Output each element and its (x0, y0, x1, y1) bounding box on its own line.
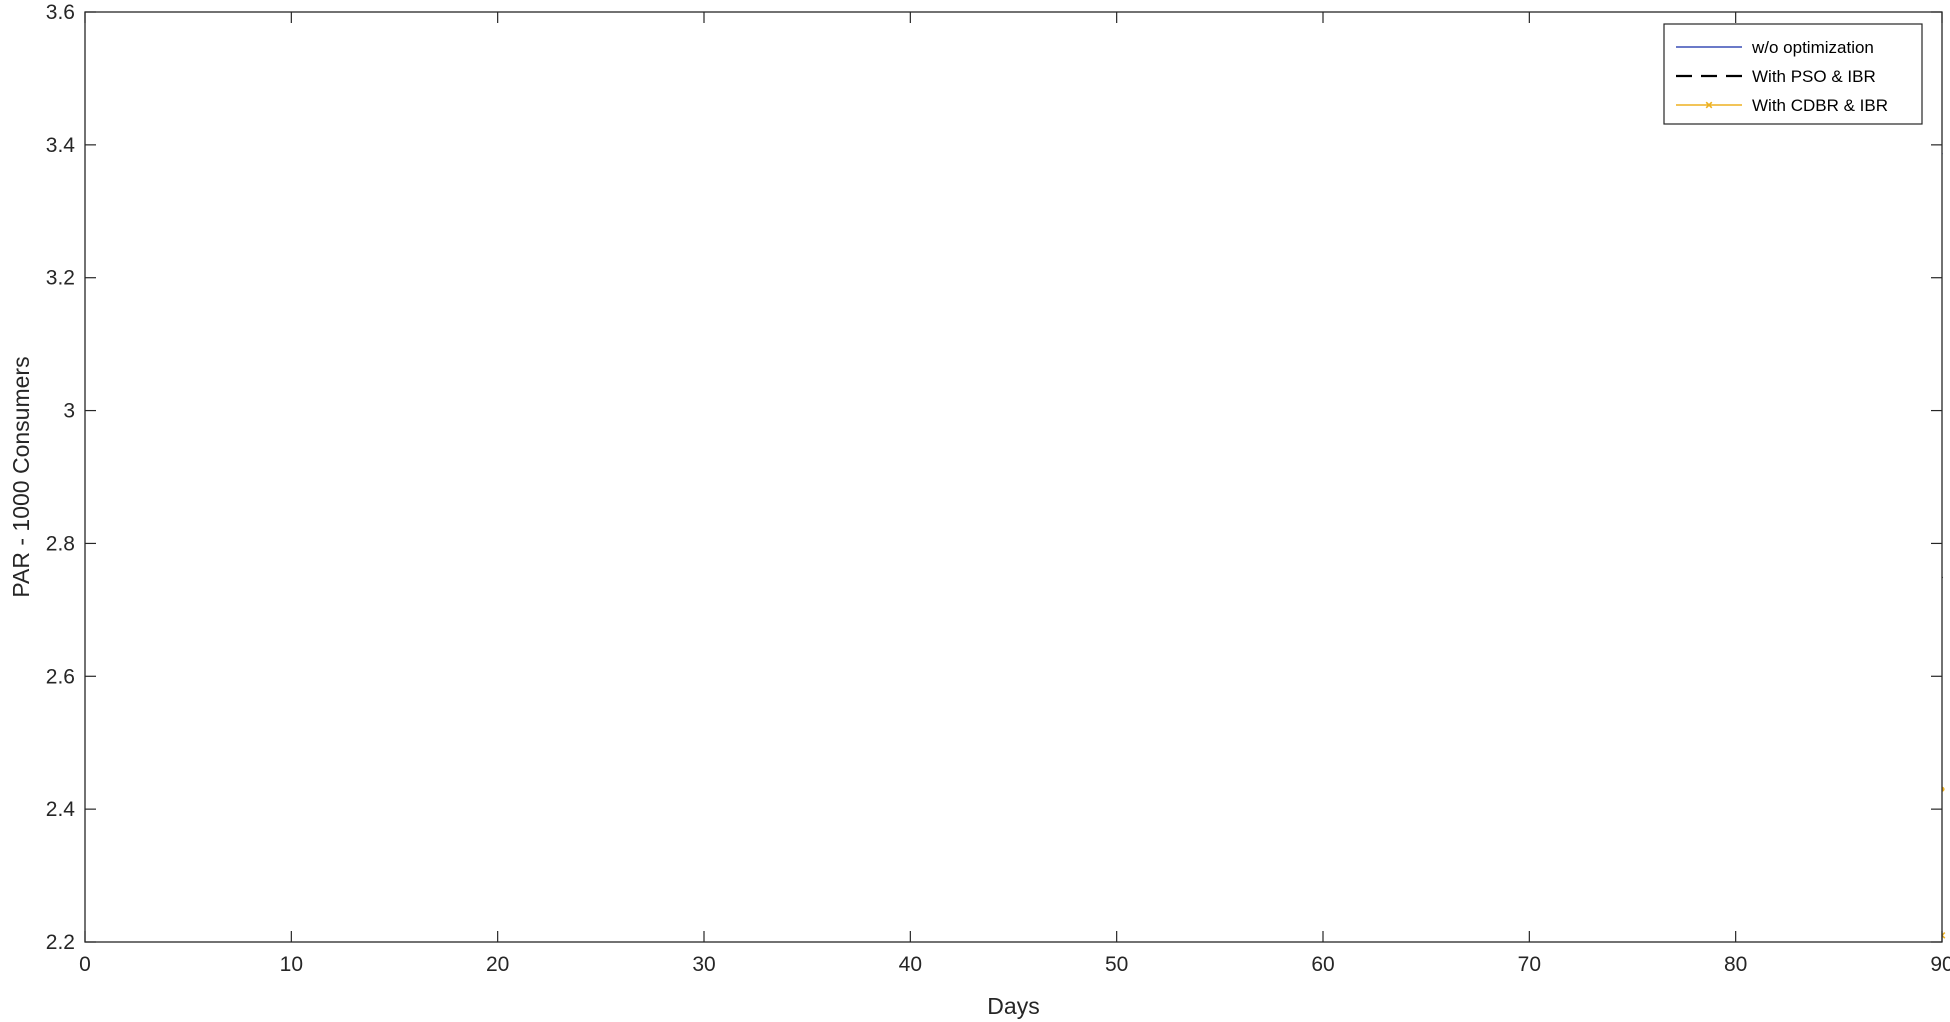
x-tick-label: 10 (280, 953, 303, 976)
x-tick-label: 20 (486, 953, 509, 976)
legend: w/o optimization With PSO & IBR With CDBR … (1663, 23, 1923, 125)
y-tick-label: 3.4 (46, 134, 76, 157)
x-tick-label: 80 (1724, 953, 1747, 976)
legend-label-2: With CDBR & IBR (1752, 96, 1888, 115)
x-axis-title: Days (987, 993, 1039, 1019)
x-tick-label: 0 (79, 953, 91, 976)
legend-marker-2 (1705, 101, 1713, 109)
axes (84, 11, 1943, 943)
x-tick-label: 70 (1518, 953, 1541, 976)
y-axis-title: PAR - 1000 Consumers (8, 356, 34, 597)
y-tick-label: 2.4 (46, 798, 76, 821)
ticks: 0 10 20 30 40 50 60 70 80 90 2.2 2.4 2.6 2.8 3 3.2 3.4 3.… (46, 1, 1950, 976)
x-tick-label: 30 (692, 953, 715, 976)
y-tick-label: 3.2 (46, 267, 75, 290)
plot-area (85, 12, 1942, 942)
y-tick-label: 2.8 (46, 532, 75, 555)
y-tick-label: 2.2 (46, 931, 75, 954)
legend-label-0: w/o optimization (1751, 38, 1874, 57)
legend-label-1: With PSO & IBR (1752, 67, 1876, 86)
y-tick-label: 2.6 (46, 665, 75, 688)
x-tick-label: 60 (1311, 953, 1334, 976)
x-tick-label: 40 (899, 953, 922, 976)
x-tick-label: 90 (1930, 953, 1950, 976)
y-tick-label: 3 (63, 400, 75, 423)
axes-box (84, 11, 1943, 943)
x-tick-label: 50 (1105, 953, 1128, 976)
y-tick-label: 3.6 (46, 1, 75, 24)
